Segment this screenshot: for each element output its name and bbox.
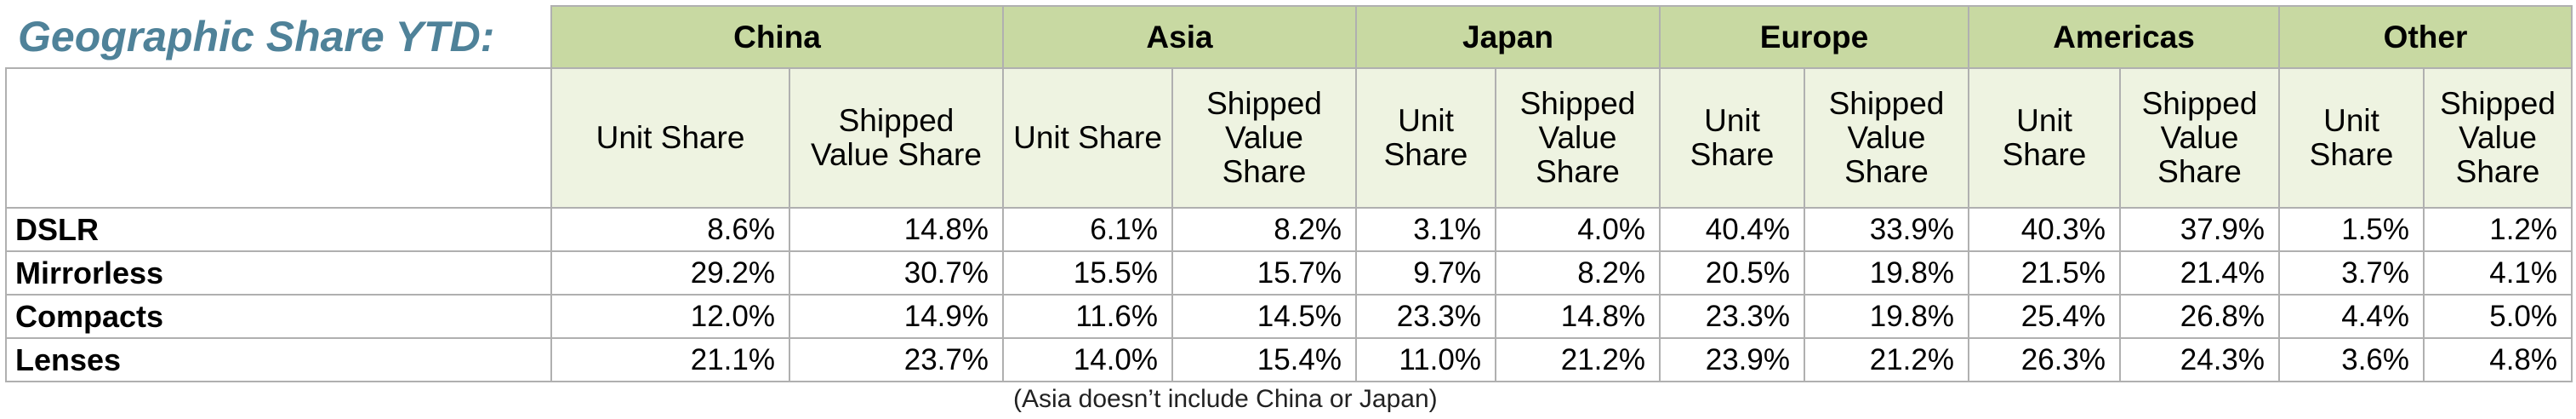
value-cell: 11.6% <box>1002 294 1173 339</box>
value-cell: 4.8% <box>2423 337 2573 382</box>
value-cell: 3.7% <box>2278 250 2425 296</box>
value-cell: 23.7% <box>789 337 1004 382</box>
value-cell: 11.0% <box>1355 337 1496 382</box>
value-cell: 6.1% <box>1002 207 1173 252</box>
value-cell: 37.9% <box>2118 207 2281 252</box>
row-label: Mirrorless <box>5 250 552 296</box>
table-body: Geographic Share YTD: China Asia Japan Euro… <box>5 5 2573 382</box>
row-label: Lenses <box>5 337 552 382</box>
footnote: (Asia doesn’t include China or Japan) <box>1013 385 1438 413</box>
value-cell: 19.8% <box>1804 250 1969 296</box>
value-cell: 26.8% <box>2118 294 2281 339</box>
column-header: Unit Share <box>1002 67 1173 209</box>
value-cell: 23.3% <box>1355 294 1496 339</box>
value-cell: 1.5% <box>2278 207 2425 252</box>
value-cell: 21.4% <box>2118 250 2281 296</box>
value-cell: 14.8% <box>1495 294 1661 339</box>
value-cell: 4.4% <box>2278 294 2425 339</box>
value-cell: 21.2% <box>1495 337 1661 382</box>
data-row: Compacts 12.0% 14.9% 11.6% 14.5% 23.3% 14.8% 23… <box>5 294 2573 339</box>
column-header: Unit Share <box>1659 67 1805 209</box>
value-cell: 23.3% <box>1659 294 1805 339</box>
column-header: Shipped Value Share <box>1804 67 1969 209</box>
column-header: Shipped Value Share <box>1171 67 1357 209</box>
value-cell: 4.1% <box>2423 250 2573 296</box>
group-header-row: Geographic Share YTD: China Asia Japan Euro… <box>6 5 2573 69</box>
column-header: Shipped Value Share <box>1495 67 1661 209</box>
share-table: Geographic Share YTD: China Asia Japan Euro… <box>5 5 2573 382</box>
value-cell: 20.5% <box>1659 250 1805 296</box>
data-row: DSLR 8.6% 14.8% 6.1% 8.2% 3.1% 4.0% 40.4% 33.9% 4… <box>5 207 2573 252</box>
row-label: Compacts <box>5 294 552 339</box>
group-header: Americas <box>1967 5 2281 69</box>
column-header: Shipped Value Share <box>2118 67 2281 209</box>
value-cell: 4.0% <box>1495 207 1661 252</box>
value-cell: 40.3% <box>1968 207 2121 252</box>
value-cell: 14.9% <box>789 294 1004 339</box>
title: Geographic Share YTD: <box>6 6 551 69</box>
column-header: Shipped Value Share <box>789 67 1004 209</box>
value-cell: 14.5% <box>1171 294 1357 339</box>
value-cell: 26.3% <box>1968 337 2121 382</box>
column-header: Unit Share <box>550 67 790 209</box>
value-cell: 9.7% <box>1355 250 1496 296</box>
data-row: Mirrorless 29.2% 30.7% 15.5% 15.7% 9.7% 8.2% 20… <box>5 250 2573 296</box>
value-cell: 19.8% <box>1804 294 1969 339</box>
value-cell: 15.5% <box>1002 250 1173 296</box>
group-header: China <box>550 5 1004 69</box>
sub-header-row: Unit Share Shipped Value Share Unit Share S… <box>5 67 2573 209</box>
group-header: Japan <box>1355 5 1661 69</box>
column-header: Unit Share <box>1968 67 2121 209</box>
value-cell: 29.2% <box>550 250 790 296</box>
blank-cell <box>5 67 552 209</box>
value-cell: 3.6% <box>2278 337 2425 382</box>
value-cell: 21.5% <box>1968 250 2121 296</box>
value-cell: 12.0% <box>550 294 790 339</box>
value-cell: 14.0% <box>1002 337 1173 382</box>
value-cell: 23.9% <box>1659 337 1805 382</box>
group-header: Europe <box>1659 5 1969 69</box>
row-label: DSLR <box>5 207 552 252</box>
value-cell: 3.1% <box>1355 207 1496 252</box>
value-cell: 21.1% <box>550 337 790 382</box>
value-cell: 21.2% <box>1804 337 1969 382</box>
value-cell: 14.8% <box>789 207 1004 252</box>
value-cell: 15.4% <box>1171 337 1357 382</box>
value-cell: 8.2% <box>1171 207 1357 252</box>
column-header: Unit Share <box>2278 67 2425 209</box>
value-cell: 40.4% <box>1659 207 1805 252</box>
value-cell: 5.0% <box>2423 294 2573 339</box>
column-header: Unit Share <box>1355 67 1496 209</box>
value-cell: 8.2% <box>1495 250 1661 296</box>
group-header: Other <box>2278 5 2573 69</box>
group-header: Asia <box>1002 5 1357 69</box>
value-cell: 1.2% <box>2423 207 2573 252</box>
value-cell: 8.6% <box>550 207 790 252</box>
data-row: Lenses 21.1% 23.7% 14.0% 15.4% 11.0% 21.2% 23.9… <box>5 337 2573 382</box>
value-cell: 24.3% <box>2118 337 2281 382</box>
value-cell: 30.7% <box>789 250 1004 296</box>
value-cell: 25.4% <box>1968 294 2121 339</box>
column-header: Shipped Value Share <box>2423 67 2573 209</box>
value-cell: 33.9% <box>1804 207 1969 252</box>
value-cell: 15.7% <box>1171 250 1357 296</box>
